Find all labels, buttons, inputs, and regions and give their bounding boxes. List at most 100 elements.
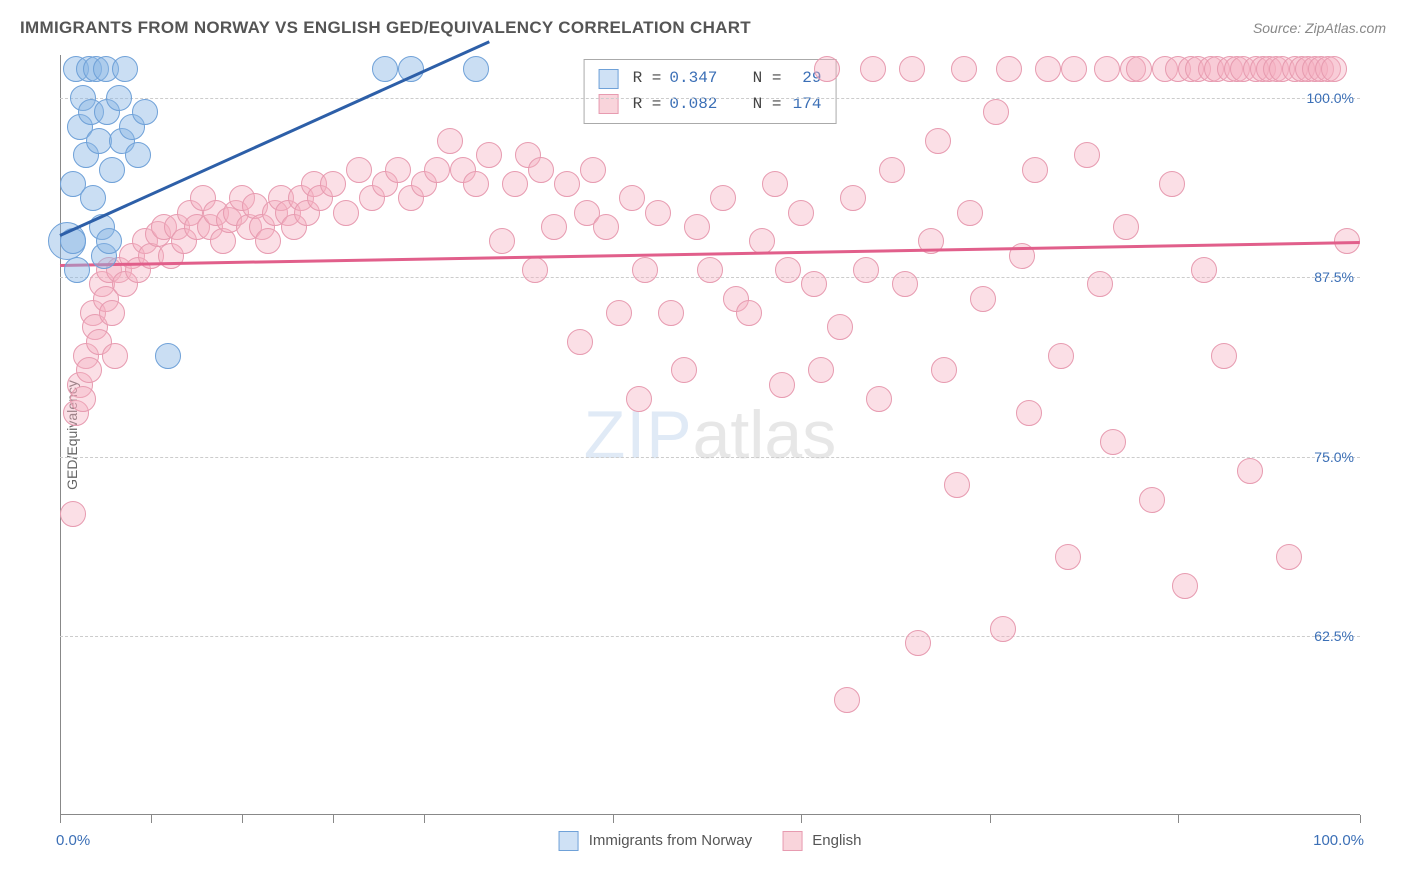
pink-point bbox=[925, 128, 951, 154]
pink-point bbox=[866, 386, 892, 412]
pink-point bbox=[437, 128, 463, 154]
x-tick-mark bbox=[151, 815, 152, 823]
x-tick-mark bbox=[1178, 815, 1179, 823]
pink-point bbox=[671, 357, 697, 383]
pink-point bbox=[697, 257, 723, 283]
pink-point bbox=[502, 171, 528, 197]
pink-point bbox=[1061, 56, 1087, 82]
pink-point bbox=[684, 214, 710, 240]
correlation-stats-box: R = 0.347 N = 29 R = 0.082 N = 174 bbox=[584, 59, 837, 124]
pink-point bbox=[736, 300, 762, 326]
pink-point bbox=[424, 157, 450, 183]
pink-point bbox=[1191, 257, 1217, 283]
pink-point bbox=[996, 56, 1022, 82]
n-value-pink: 174 bbox=[789, 92, 821, 118]
pink-point bbox=[76, 357, 102, 383]
pink-point bbox=[580, 157, 606, 183]
pink-point bbox=[255, 228, 281, 254]
pink-point bbox=[489, 228, 515, 254]
pink-point bbox=[658, 300, 684, 326]
r-value-blue: 0.347 bbox=[669, 66, 717, 92]
pink-point bbox=[541, 214, 567, 240]
pink-point bbox=[957, 200, 983, 226]
r-value-pink: 0.082 bbox=[669, 92, 717, 118]
legend-label-blue: Immigrants from Norway bbox=[589, 832, 752, 849]
pink-point bbox=[944, 472, 970, 498]
blue-point bbox=[155, 343, 181, 369]
bottom-legend: Immigrants from Norway English bbox=[559, 831, 862, 851]
blue-swatch-icon bbox=[559, 831, 579, 851]
pink-point bbox=[827, 314, 853, 340]
pink-point bbox=[1016, 400, 1042, 426]
pink-point bbox=[102, 343, 128, 369]
pink-point bbox=[1126, 56, 1152, 82]
pink-point bbox=[522, 257, 548, 283]
pink-point bbox=[775, 257, 801, 283]
blue-point bbox=[96, 228, 122, 254]
chart-title: IMMIGRANTS FROM NORWAY VS ENGLISH GED/EQ… bbox=[20, 18, 751, 38]
pink-point bbox=[60, 501, 86, 527]
blue-point bbox=[64, 257, 90, 283]
pink-point bbox=[606, 300, 632, 326]
pink-point bbox=[346, 157, 372, 183]
pink-point bbox=[834, 687, 860, 713]
pink-point bbox=[593, 214, 619, 240]
legend-item-pink: English bbox=[782, 831, 861, 851]
pink-point bbox=[762, 171, 788, 197]
n-label: N = bbox=[753, 92, 782, 118]
pink-point bbox=[1139, 487, 1165, 513]
y-tick-label: 75.0% bbox=[1314, 449, 1354, 465]
x-tick-mark bbox=[801, 815, 802, 823]
stat-row-pink: R = 0.082 N = 174 bbox=[599, 92, 822, 118]
pink-point bbox=[463, 171, 489, 197]
y-tick-label: 87.5% bbox=[1314, 269, 1354, 285]
r-label: R = bbox=[633, 92, 662, 118]
pink-point bbox=[769, 372, 795, 398]
pink-point bbox=[333, 200, 359, 226]
y-axis bbox=[60, 55, 61, 815]
pink-swatch-icon bbox=[782, 831, 802, 851]
pink-point bbox=[99, 300, 125, 326]
legend-label-pink: English bbox=[812, 832, 861, 849]
blue-point bbox=[463, 56, 489, 82]
pink-point bbox=[1074, 142, 1100, 168]
pink-point bbox=[1035, 56, 1061, 82]
blue-point bbox=[80, 185, 106, 211]
pink-point bbox=[1087, 271, 1113, 297]
pink-point bbox=[808, 357, 834, 383]
pink-point bbox=[320, 171, 346, 197]
pink-point bbox=[970, 286, 996, 312]
r-label: R = bbox=[633, 66, 662, 92]
x-axis bbox=[60, 814, 1360, 815]
blue-point bbox=[132, 99, 158, 125]
x-tick-mark bbox=[60, 815, 61, 823]
pink-point bbox=[645, 200, 671, 226]
pink-point bbox=[1113, 214, 1139, 240]
y-tick-label: 100.0% bbox=[1307, 90, 1354, 106]
pink-point bbox=[710, 185, 736, 211]
watermark-atlas: atlas bbox=[693, 397, 837, 473]
x-tick-mark bbox=[1360, 815, 1361, 823]
pink-point bbox=[1172, 573, 1198, 599]
gridline bbox=[60, 457, 1360, 458]
x-axis-min-label: 0.0% bbox=[56, 832, 90, 849]
scatter-plot: GED/Equivalency ZIPatlas R = 0.347 N = 2… bbox=[60, 55, 1360, 815]
pink-point bbox=[801, 271, 827, 297]
pink-point bbox=[1237, 458, 1263, 484]
pink-point bbox=[899, 56, 925, 82]
watermark: ZIPatlas bbox=[584, 396, 836, 474]
pink-point bbox=[905, 630, 931, 656]
pink-point bbox=[1094, 56, 1120, 82]
gridline bbox=[60, 98, 1360, 99]
x-axis-max-label: 100.0% bbox=[1313, 832, 1364, 849]
pink-point bbox=[814, 56, 840, 82]
pink-point bbox=[1048, 343, 1074, 369]
pink-point bbox=[860, 56, 886, 82]
blue-point bbox=[99, 157, 125, 183]
blue-point bbox=[125, 142, 151, 168]
pink-point bbox=[990, 616, 1016, 642]
source-attribution: Source: ZipAtlas.com bbox=[1253, 20, 1386, 36]
y-tick-label: 62.5% bbox=[1314, 628, 1354, 644]
pink-point bbox=[1055, 544, 1081, 570]
pink-point bbox=[1211, 343, 1237, 369]
